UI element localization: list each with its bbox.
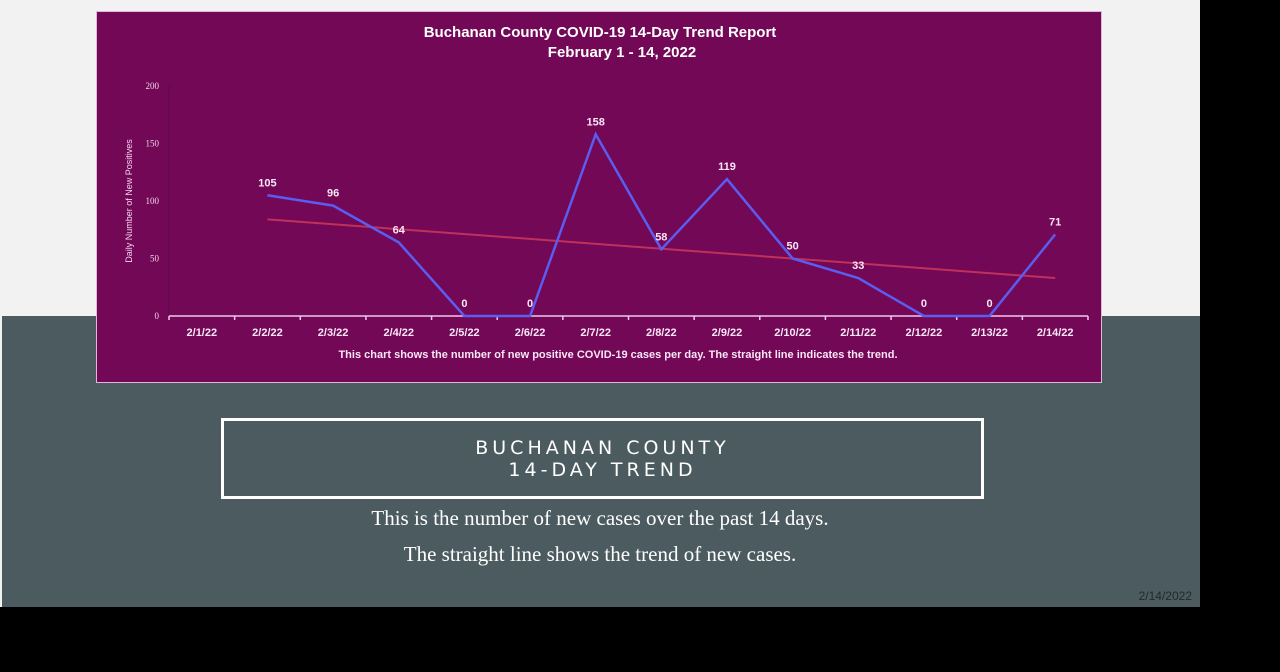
x-tick-label: 2/7/22 <box>580 327 611 339</box>
x-tick-label: 2/8/22 <box>646 327 677 339</box>
y-tick-label: 100 <box>146 196 160 206</box>
data-label: 0 <box>527 298 533 310</box>
body-text-line1: This is the number of new cases over the… <box>371 506 829 530</box>
data-label: 119 <box>718 161 736 173</box>
x-tick-label: 2/14/22 <box>1037 327 1074 339</box>
x-tick-label: 2/11/22 <box>840 327 876 339</box>
y-tick-label: 150 <box>146 139 160 149</box>
x-tick-label: 2/3/22 <box>318 327 349 339</box>
data-label: 58 <box>655 231 667 243</box>
y-axis-label: Daily Number of New Positives <box>124 139 134 263</box>
x-tick-label: 2/10/22 <box>774 327 811 339</box>
y-tick-label: 50 <box>150 254 160 264</box>
chart-panel: Buchanan County COVID-19 14-Day Trend Re… <box>96 11 1102 383</box>
line-chart: Buchanan County COVID-19 14-Day Trend Re… <box>124 24 1089 361</box>
x-tick-label: 2/9/22 <box>712 327 743 339</box>
body-text-line2: The straight line shows the trend of new… <box>403 542 797 566</box>
x-tick-label: 2/13/22 <box>971 327 1008 339</box>
chart-subtitle: February 1 - 14, 2022 <box>548 44 696 61</box>
y-tick-label: 200 <box>146 81 160 91</box>
data-label: 50 <box>786 241 798 253</box>
series-line <box>267 131 1057 318</box>
data-label: 33 <box>852 260 864 272</box>
data-label: 0 <box>921 298 927 310</box>
x-tick-label: 2/12/22 <box>906 327 943 339</box>
x-tick-label: 2/5/22 <box>449 327 480 339</box>
chart-caption: This chart shows the number of new posit… <box>338 349 897 361</box>
slide-title-box: BUCHANAN COUNTY 14-DAY TREND <box>221 418 984 499</box>
data-label: 71 <box>1049 216 1061 228</box>
data-label: 158 <box>586 116 604 128</box>
slide-heading-line1: BUCHANAN COUNTY <box>475 437 730 459</box>
x-tick-label: 2/2/22 <box>252 327 283 339</box>
slide-heading-line2: 14-DAY TREND <box>508 459 697 481</box>
chart-title: Buchanan County COVID-19 14-Day Trend Re… <box>424 24 777 41</box>
data-label: 0 <box>986 298 992 310</box>
footer-date: 2/14/2022 <box>1138 589 1192 603</box>
data-label: 105 <box>258 177 276 189</box>
data-label: 96 <box>327 188 339 200</box>
x-tick-label: 2/1/22 <box>187 327 218 339</box>
y-tick-label: 0 <box>155 311 160 321</box>
data-label: 64 <box>393 224 406 236</box>
x-tick-label: 2/4/22 <box>383 327 414 339</box>
x-tick-label: 2/6/22 <box>515 327 546 339</box>
data-label: 0 <box>461 298 467 310</box>
